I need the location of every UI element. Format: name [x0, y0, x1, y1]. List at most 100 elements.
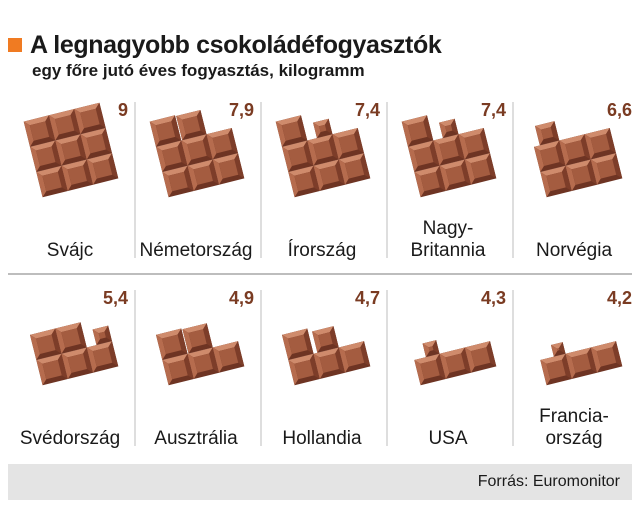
chocolate-bar [275, 115, 371, 198]
chocolate-piece [212, 153, 245, 185]
value-label: 7,4 [355, 100, 380, 120]
chocolate-piece [55, 134, 87, 166]
chocolate-piece [86, 153, 119, 185]
chocolate-bar [156, 323, 245, 386]
chocolate-piece [464, 341, 497, 373]
chocolate-piece [36, 353, 68, 386]
chocolate-piece [458, 127, 490, 160]
chocolate-piece [307, 134, 339, 166]
chocolate-piece [439, 159, 472, 191]
country-group: 4,3 USA [414, 288, 506, 449]
value-label: 4,7 [355, 288, 380, 308]
source-text: Forrás: Euromonitor [477, 473, 620, 490]
country-label: Svájc [47, 240, 93, 261]
chocolate-piece [162, 165, 194, 198]
chart-subtitle: egy főre jutó éves fogyasztás, kilogramm [32, 61, 365, 80]
chocolate-piece [540, 353, 572, 386]
chocolate-piece [313, 159, 346, 191]
chocolate-piece [55, 322, 87, 354]
chocolate-piece [534, 140, 566, 173]
chocolate-piece [176, 109, 207, 141]
chocolate-piece [338, 341, 371, 373]
chocolate-piece [61, 159, 94, 191]
country-group: 7,4 Nagy-Britannia [401, 100, 506, 261]
value-label: 9 [118, 100, 128, 120]
country-label: Hollandia [282, 428, 362, 449]
country-group: 6,6 Norvégia [534, 100, 632, 261]
chocolate-piece [590, 341, 623, 373]
chocolate-piece [414, 165, 446, 198]
chocolate-piece [187, 159, 220, 191]
country-group: 7,9 Németország [140, 100, 255, 261]
chocolate-bar [23, 102, 119, 198]
chocolate-piece [187, 347, 220, 379]
value-label: 5,4 [103, 288, 128, 308]
chocolate-piece [182, 323, 213, 354]
chocolate-piece [23, 115, 56, 147]
chart-header: A legnagyobb csokoládéfogyasztók egy főr… [8, 30, 632, 81]
chocolate-piece [433, 134, 465, 166]
value-label: 6,6 [607, 100, 632, 120]
chocolate-piece [162, 353, 194, 386]
chocolate-piece [48, 109, 81, 141]
title-row: A legnagyobb csokoládéfogyasztók [8, 30, 632, 60]
chocolate-piece [401, 115, 434, 147]
chocolate-piece [149, 115, 182, 147]
chocolate-bar [282, 326, 371, 386]
country-group: 4,2 Francia-ország [539, 288, 632, 449]
country-label: Svédország [20, 428, 120, 449]
chocolate-piece [584, 127, 616, 160]
chocolate-piece [550, 342, 566, 357]
chocolate-piece [61, 347, 94, 379]
chart-title: A legnagyobb csokoládéfogyasztók [30, 30, 442, 59]
chocolate-piece [559, 134, 591, 166]
chocolate-piece [312, 326, 339, 353]
chocolate-piece [36, 165, 68, 198]
chocolate-bar [414, 340, 497, 386]
country-label: Németország [140, 240, 253, 261]
chocolate-piece [288, 353, 320, 386]
chocolate-piece [439, 118, 459, 139]
chocolate-piece [74, 102, 106, 135]
chocolate-piece [156, 328, 188, 361]
chocolate-piece [540, 165, 572, 198]
chocolate-piece [80, 127, 112, 160]
chocolate-piece [464, 153, 497, 185]
country-label: Francia-ország [539, 406, 609, 449]
value-label: 4,9 [229, 288, 254, 308]
country-label: Ausztrália [154, 428, 238, 449]
value-label: 4,2 [607, 288, 632, 308]
chocolate-piece [86, 341, 119, 373]
chocolate-piece [313, 118, 333, 139]
chocolate-piece [565, 347, 598, 379]
value-label: 4,3 [481, 288, 506, 308]
chocolate-piece [414, 353, 446, 386]
country-group: 4,7 Hollandia [282, 288, 380, 449]
chocolate-piece [288, 165, 320, 198]
country-group: 7,4 Írország [275, 100, 380, 261]
chocolate-piece [282, 140, 314, 173]
chocolate-piece [338, 153, 371, 185]
chocolate-piece [156, 140, 188, 173]
country-group: 5,4 Svédország [20, 288, 128, 449]
title-accent-square [8, 38, 22, 52]
country-group: 9 Svájc [23, 100, 128, 261]
chocolate-piece [332, 127, 364, 160]
chocolate-piece [565, 159, 598, 191]
chocolate-piece [422, 340, 440, 358]
chocolate-piece [439, 347, 472, 379]
chocolate-piece [534, 121, 560, 146]
country-label: Norvégia [536, 240, 612, 261]
source-bar: Forrás: Euromonitor [8, 464, 632, 500]
chocolate-bar [30, 322, 119, 386]
country-label: Nagy-Britannia [411, 218, 486, 261]
chocolate-piece [590, 153, 623, 185]
chocolate-piece [92, 325, 112, 346]
country-label: Írország [288, 240, 357, 261]
value-label: 7,9 [229, 100, 254, 120]
chocolate-piece [282, 328, 314, 361]
chocolate-bar [534, 121, 623, 198]
chocolate-piece [30, 328, 62, 361]
chocolate-piece [212, 341, 245, 373]
